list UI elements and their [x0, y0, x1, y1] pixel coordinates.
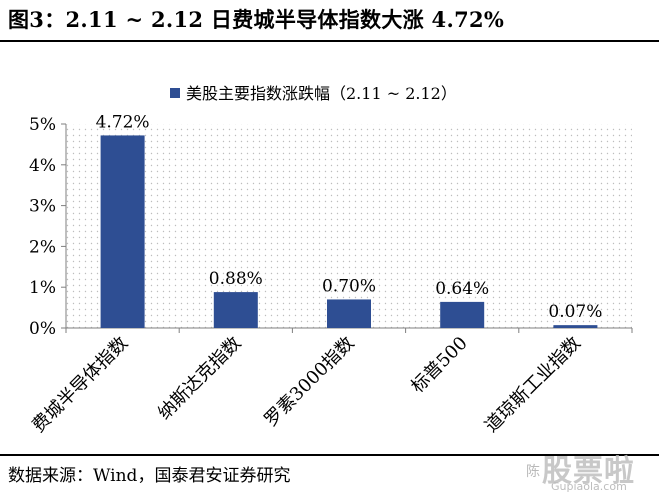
watermark-logo: 股票啦 [542, 454, 635, 489]
figure-title: 图3：2.11 ~ 2.12 日费城半导体指数大涨 4.72% [8, 7, 505, 32]
y-tick-label: 1% [29, 278, 56, 298]
watermark-small: 陈 [526, 464, 540, 480]
source-note: 数据来源：Wind，国泰君安证券研究 [8, 466, 291, 486]
bar-chart: 美股主要指数涨跌幅（2.11 ~ 2.12） 0% 1% 2% 3% 4% 5% 4.72… [28, 84, 633, 437]
data-labels: 4.72% 0.88% 0.70% 0.64% 0.07% [96, 112, 603, 322]
legend: 美股主要指数涨跌幅（2.11 ~ 2.12） [170, 84, 457, 103]
data-label: 0.07% [548, 302, 602, 322]
legend-swatch [170, 88, 180, 98]
x-tick-label: 标普500 [407, 333, 472, 398]
watermark-url: Gupiaola.com [551, 480, 627, 493]
plot-area [66, 124, 632, 328]
y-tick-label: 2% [29, 237, 56, 257]
legend-label: 美股主要指数涨跌幅（2.11 ~ 2.12） [186, 84, 457, 103]
data-label: 0.88% [209, 269, 263, 289]
y-tick-label: 3% [29, 197, 56, 217]
y-tick-label: 0% [29, 319, 56, 339]
bar [100, 135, 145, 328]
bar [327, 299, 371, 328]
bar [440, 301, 485, 328]
x-tick-label: 罗素3000指数 [260, 333, 358, 431]
axes: 0% 1% 2% 3% 4% 5% [29, 115, 633, 339]
bars [100, 135, 598, 328]
x-tick-label: 费城半导体指数 [28, 333, 132, 437]
bar [213, 292, 258, 328]
bar [553, 325, 598, 328]
data-label: 0.64% [435, 279, 489, 299]
x-tick-label: 道琼斯工业指数 [481, 333, 585, 437]
x-tick-labels: 费城半导体指数 纳斯达克指数 罗素3000指数 标普500 道琼斯工业指数 [28, 333, 585, 437]
data-label: 0.70% [322, 276, 376, 296]
top-rule [0, 40, 659, 42]
x-tick-label: 纳斯达克指数 [154, 333, 245, 424]
y-tick-label: 4% [29, 156, 56, 176]
bottom-rule [0, 454, 659, 456]
data-label: 4.72% [96, 112, 150, 132]
y-tick-label: 5% [29, 115, 56, 135]
